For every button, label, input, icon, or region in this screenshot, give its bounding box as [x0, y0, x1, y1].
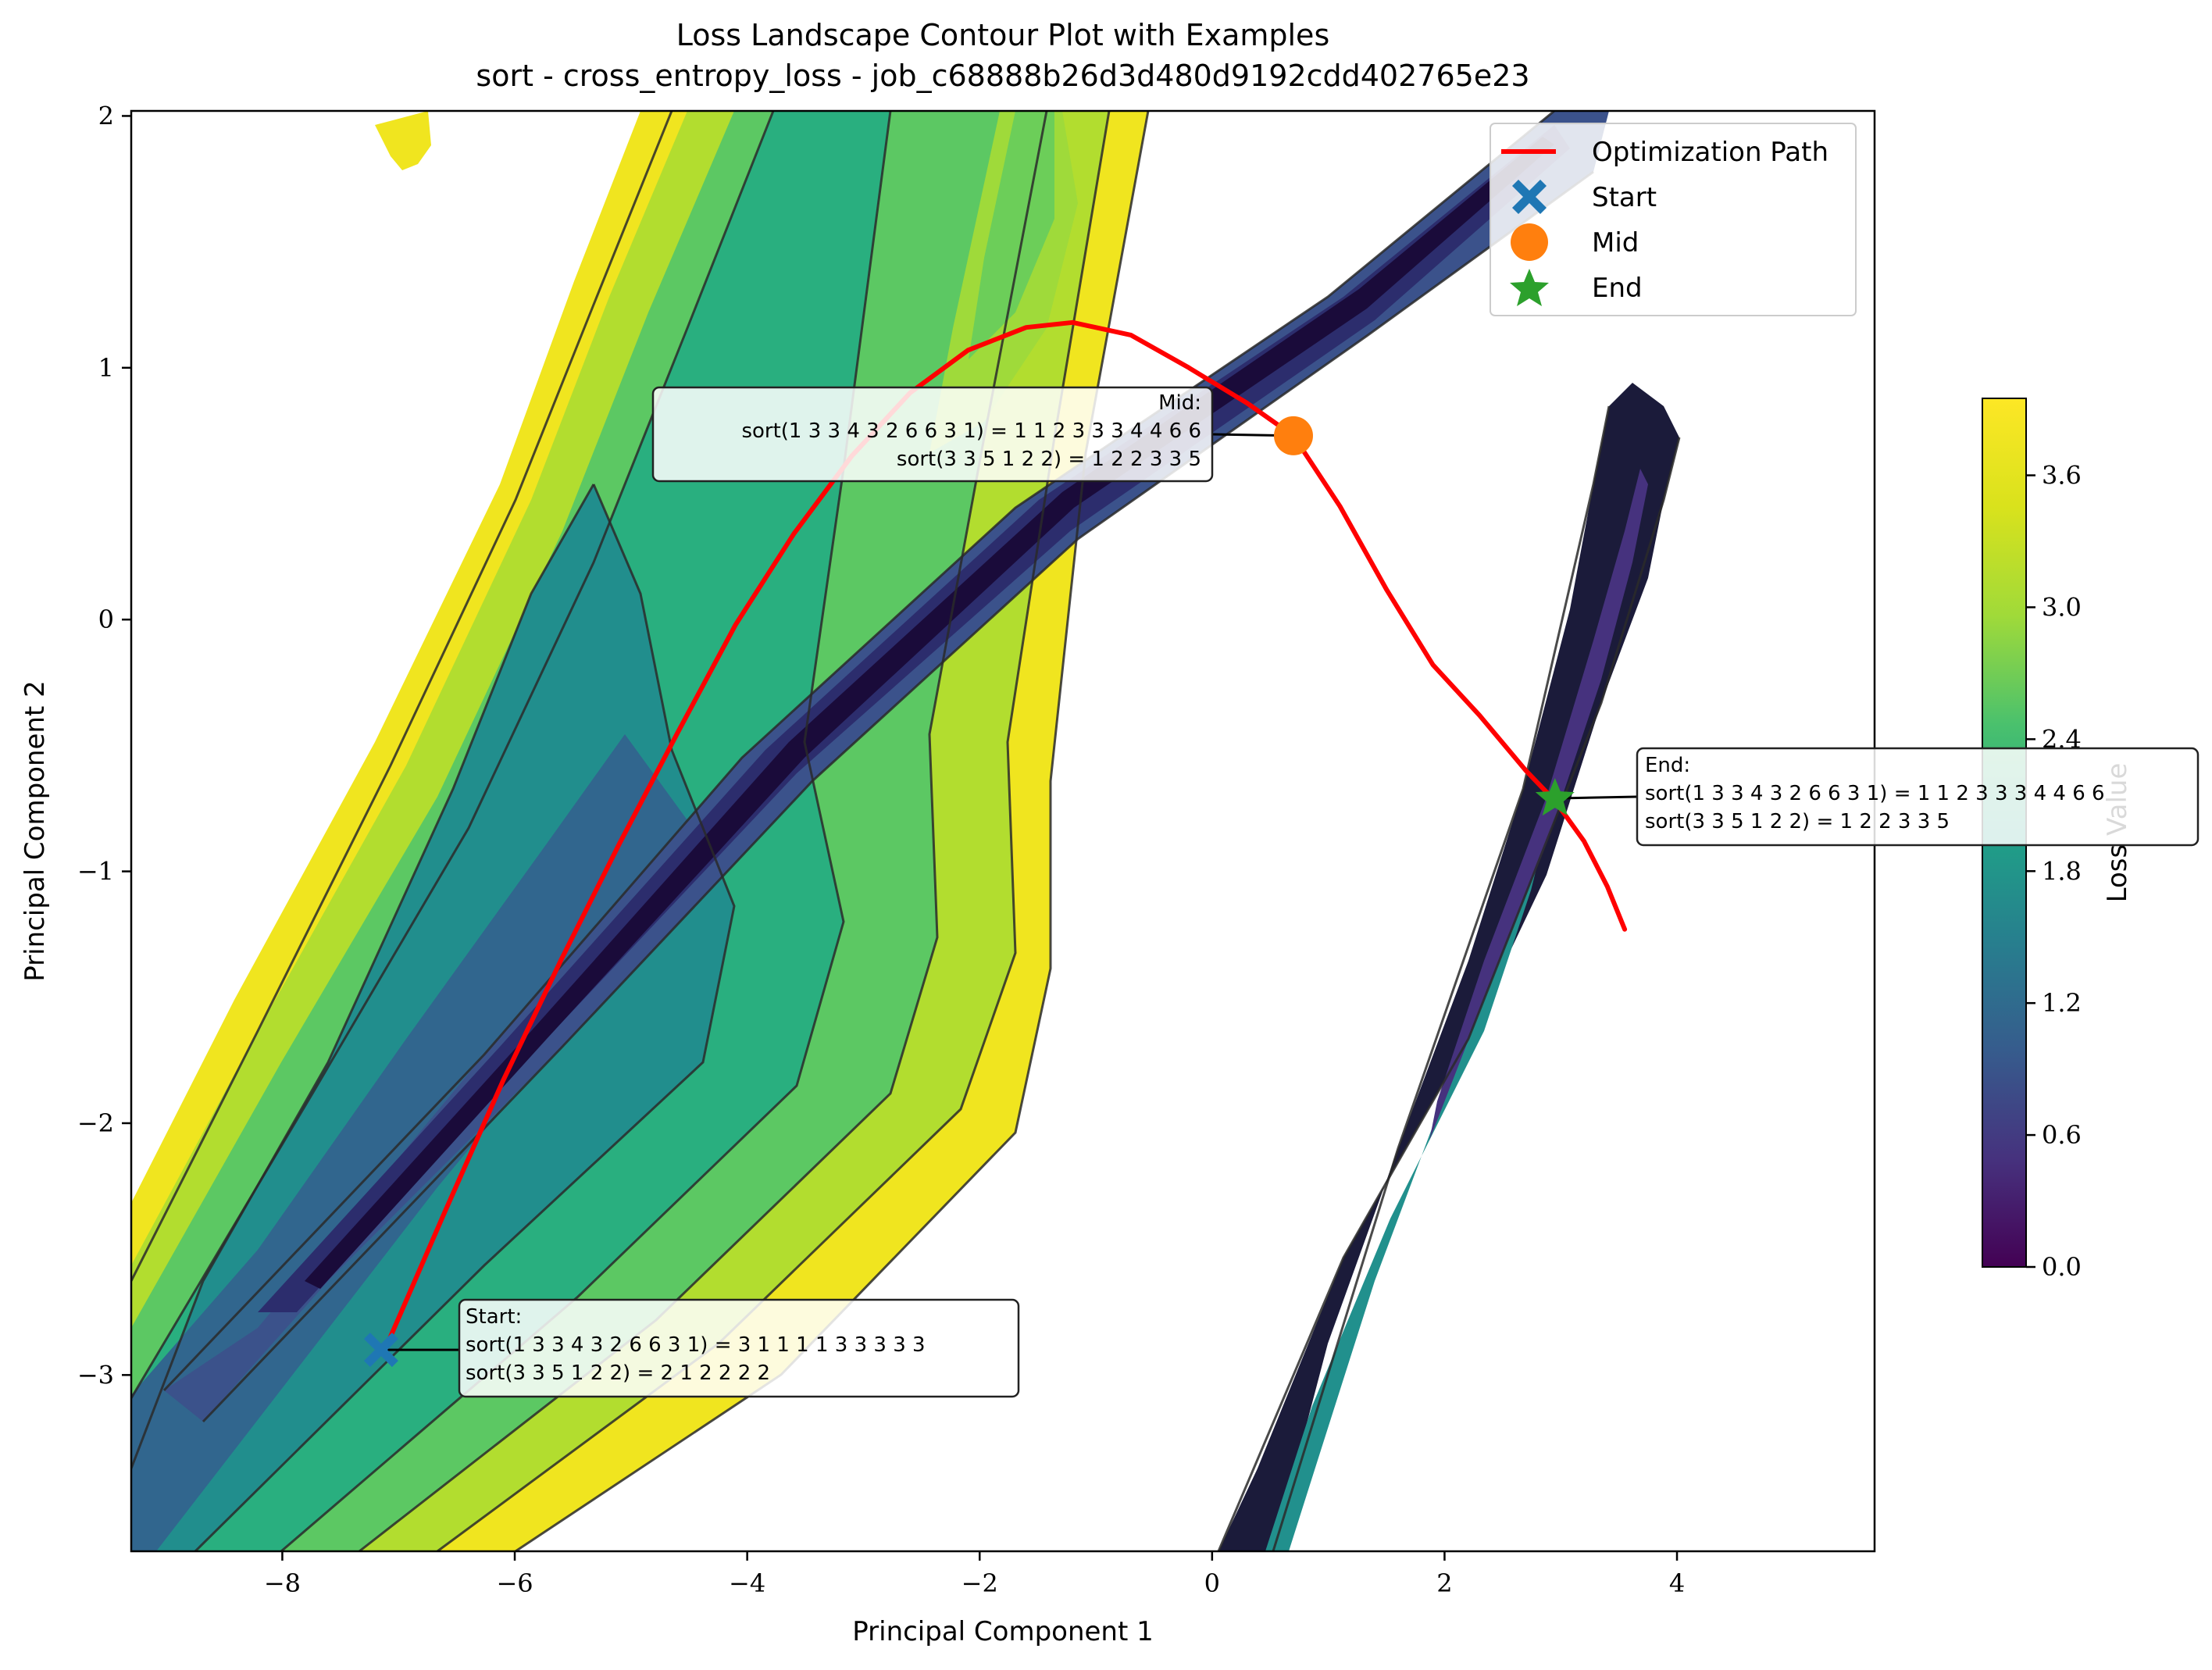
annotation-mid-line-3: sort(3 3 5 1 2 2) = 1 2 2 3 3 5	[897, 448, 1201, 471]
legend-label-start: Start	[1592, 182, 1657, 213]
annotation-end-box	[1636, 747, 2200, 847]
x-tick-label: 2	[1436, 1568, 1452, 1598]
annotation-start-line-1: Start:	[466, 1305, 522, 1329]
colorbar-tick-label: 0.0	[2042, 1252, 2082, 1282]
right-valley-outer	[1218, 383, 1679, 1551]
annotation-end-line-3: sort(3 3 5 1 2 2) = 1 2 2 3 3 5	[1645, 810, 1950, 833]
annotation-end-line-2: sort(1 3 3 4 3 2 6 6 3 1) = 1 1 2 3 3 3 …	[1645, 782, 2105, 805]
y-axis-label: Principal Component 2	[20, 680, 51, 982]
right-valley-band-teal	[1265, 750, 1570, 1551]
x-tick-label: 0	[1204, 1568, 1220, 1598]
y-tick-label: 0	[98, 605, 114, 634]
start-marker	[363, 1333, 398, 1368]
legend-start-icon	[1512, 180, 1547, 214]
annotation-start-box	[458, 1298, 1020, 1398]
y-tick-label: 1	[98, 353, 114, 383]
end-marker	[1535, 778, 1575, 816]
legend-label-end: End	[1592, 273, 1643, 304]
annotation-end-line-1: End:	[1645, 754, 1690, 777]
legend-label-mid: Mid	[1592, 227, 1639, 259]
legend-mid-icon	[1511, 223, 1548, 261]
contour-band-valley-floor	[305, 137, 1554, 1289]
contour-line-11	[1217, 437, 1681, 1551]
x-tick-label: −4	[729, 1568, 765, 1598]
contour-line-10	[202, 170, 1594, 1423]
y-tick-label: −3	[77, 1360, 114, 1390]
y-tick-label: 2	[98, 101, 114, 130]
contour-line-12	[1272, 405, 1611, 1551]
legend: Optimization Path Start Mid End	[1490, 123, 1857, 316]
colorbar-tick-label: 3.0	[2042, 592, 2082, 622]
contour-line-9	[162, 111, 1555, 1392]
legend-end-icon	[1510, 269, 1549, 306]
contour-line-5	[194, 484, 736, 1551]
x-axis-label: Principal Component 1	[852, 1616, 1154, 1647]
y-tick-label: −2	[77, 1108, 114, 1138]
legend-label-path: Optimization Path	[1592, 137, 1828, 168]
annotation-mid-line-2: sort(1 3 3 4 3 2 6 6 3 1) = 1 1 2 3 3 3 …	[741, 419, 1201, 443]
x-marker-icon	[363, 1333, 398, 1368]
annotation-start-line-3: sort(3 3 5 1 2 2) = 2 1 2 2 2 2	[466, 1361, 770, 1385]
colorbar-tick-label: 1.2	[2042, 988, 2082, 1018]
annotation-start: Start: sort(1 3 3 4 3 2 6 6 3 1) = 3 1 1…	[458, 1298, 1020, 1398]
contour-band-upper-arm-inner	[969, 111, 1054, 359]
y-tick-label: −1	[77, 857, 114, 887]
chart-subtitle: sort - cross_entropy_loss - job_c68888b2…	[476, 59, 1529, 93]
annotation-start-line-2: sort(1 3 3 4 3 2 6 6 3 1) = 3 1 1 1 1 3 …	[466, 1333, 926, 1357]
contour-fill-right	[1218, 383, 1679, 1551]
contour-band-blue	[131, 734, 687, 1551]
contour-line-7	[131, 484, 595, 1469]
right-valley-band-purple	[1429, 469, 1648, 1140]
colorbar-tick-label: 3.6	[2042, 461, 2082, 491]
colorbar-ticks: 0.00.61.21.82.43.03.6	[2026, 461, 2082, 1282]
annotation-end: End: sort(1 3 3 4 3 2 6 6 3 1) = 1 1 2 3…	[1636, 747, 2200, 847]
y-axis-ticks: −3 −2 −1 0 1 2	[77, 101, 131, 1390]
star-marker-icon	[1535, 778, 1575, 816]
mid-marker	[1274, 416, 1313, 455]
x-tick-label: 4	[1669, 1568, 1685, 1598]
end-annotation-connector	[1554, 795, 1638, 800]
x-tick-label: −2	[962, 1568, 998, 1598]
colorbar-tick-label: 1.8	[2042, 856, 2082, 886]
contour-line-1	[131, 111, 673, 1282]
chart-title: Loss Landscape Contour Plot with Example…	[676, 18, 1330, 52]
contour-patch-top-left	[375, 111, 431, 170]
annotation-mid-box	[651, 386, 1214, 483]
x-tick-label: −6	[496, 1568, 533, 1598]
legend-box	[1490, 123, 1857, 316]
annotation-mid-line-1: Mid:	[1158, 391, 1201, 415]
colorbar-tick-label: 0.6	[2042, 1120, 2082, 1150]
x-tick-label: −8	[264, 1568, 301, 1598]
x-axis-ticks: −8 −6 −4 −2 0 2 4	[264, 1551, 1685, 1598]
optimization-path-line	[384, 319, 1628, 1347]
annotation-mid: Mid: sort(1 3 3 4 3 2 6 6 3 1) = 1 1 2 3…	[651, 386, 1214, 483]
